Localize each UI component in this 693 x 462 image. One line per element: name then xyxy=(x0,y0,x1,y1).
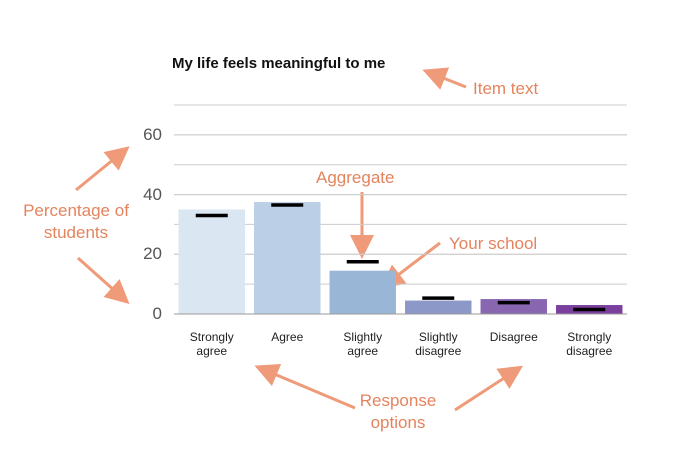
x-tick-label: Disagree xyxy=(489,330,538,344)
annotation: Percentage of students xyxy=(23,201,129,242)
arrows xyxy=(75,67,524,412)
series-label: Your school xyxy=(449,234,538,253)
bar xyxy=(178,209,245,314)
x-tick-label: Slightly agree xyxy=(343,330,383,358)
x-tick-label: Agree xyxy=(271,330,304,344)
arrow xyxy=(77,256,130,304)
x-tick-label: Slightly disagree xyxy=(415,330,462,358)
bar xyxy=(480,299,547,314)
bar xyxy=(254,202,321,314)
y-tick-label: 0 xyxy=(152,304,162,323)
y-tick-label: 40 xyxy=(143,184,162,204)
arrow xyxy=(422,67,467,90)
x-tick-label: Strongly agree xyxy=(189,330,234,358)
chart-title: My life feels meaningful to me xyxy=(172,55,386,72)
annotation: Item text xyxy=(473,79,539,98)
bar xyxy=(405,300,472,314)
series-label: Aggregate xyxy=(316,168,395,187)
x-tick-label: Strongly disagree xyxy=(566,330,613,358)
arrow xyxy=(75,146,130,192)
arrow xyxy=(454,365,524,412)
arrow xyxy=(254,363,356,410)
y-tick-label: 60 xyxy=(143,124,162,144)
annotation: Response options xyxy=(359,391,437,432)
y-tick-label: 20 xyxy=(143,244,162,264)
bar xyxy=(329,270,396,314)
